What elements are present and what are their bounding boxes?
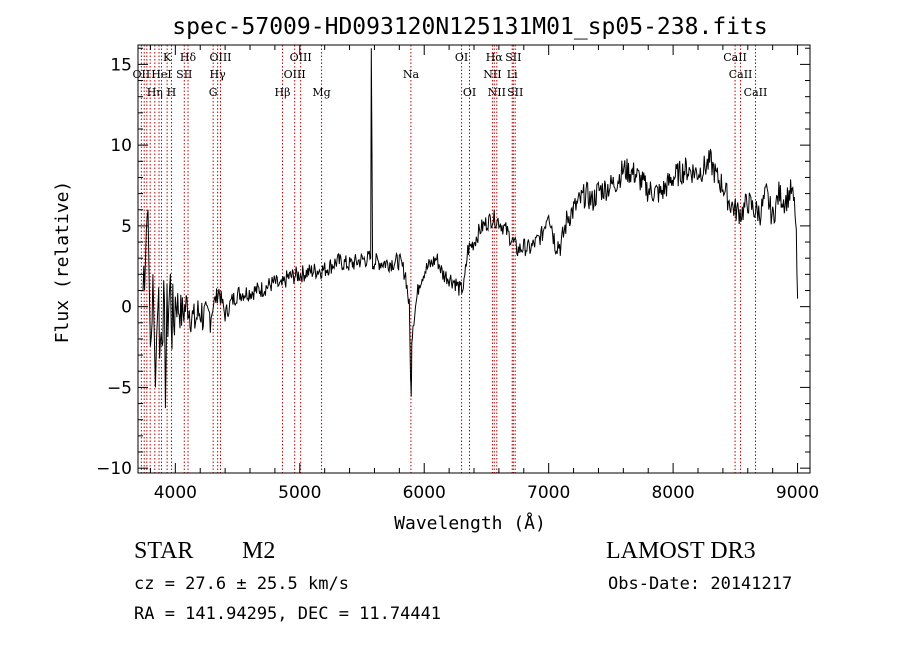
chart-title: spec-57009-HD093120N125131M01_sp05-238.f… [172,14,767,40]
line-label-22: Hα [486,51,504,64]
line-label-16: OIII [290,51,312,64]
y-tick-label-3: 5 [121,217,132,237]
object-class: STAR [134,538,194,564]
line-label-9: SII [176,68,192,81]
line-label-27: CaII [723,51,747,64]
line-label-10: Hδ [180,51,197,64]
flux-line [142,48,799,409]
redshift-readout: cz = 27.6 ± 25.5 km/s [134,574,349,594]
x-tick-label-5: 9000 [776,483,819,503]
line-label-0: OII [133,68,151,81]
x-tick-label-1: 5000 [278,483,321,503]
survey-name: LAMOST DR3 [606,538,756,564]
x-tick-label-2: 6000 [403,483,446,503]
line-label-18: Na [403,68,420,81]
line-label-29: CaII [744,86,768,99]
emission-line-markers [140,45,756,473]
x-tick-label-4: 8000 [651,483,694,503]
y-tick-label-4: 10 [110,136,132,156]
line-label-21: NII [483,68,501,81]
emission-line-labels: OII Hη HeI K H SII Hδ G Hγ OIII Hβ OIII OIII Mg Na OI OI… [133,51,768,99]
y-axis-ticks: −10 −5 0 5 10 15 [96,47,810,479]
line-label-4: Hη [147,86,163,99]
line-label-6: HeI [151,68,171,81]
line-label-12: Hγ [210,68,227,81]
line-label-15: OIII [284,68,306,81]
y-tick-label-0: −10 [96,459,132,479]
x-tick-label-0: 4000 [154,483,197,503]
line-label-24: Li [507,68,518,81]
line-label-8: H [167,86,177,99]
line-label-17: Mg [312,86,330,99]
x-axis-label: Wavelength (Å) [394,512,546,534]
x-axis-ticks: 4000 5000 6000 7000 8000 9000 [149,45,819,503]
line-label-28: CaII [729,68,753,81]
line-label-23: NII [488,86,506,99]
y-tick-label-5: 15 [110,55,132,75]
line-label-25: SII [505,51,521,64]
line-label-14: Hβ [275,86,291,99]
line-label-7: K [163,51,172,64]
object-subclass: M2 [242,538,276,564]
line-label-13: OIII [209,51,231,64]
line-label-11: G [209,86,218,99]
plot-frame [137,44,811,474]
y-axis-label: Flux (relative) [52,181,73,344]
y-tick-label-2: 0 [121,298,132,318]
flux-series [142,48,799,409]
y-tick-label-1: −5 [107,378,132,398]
x-tick-label-3: 7000 [527,483,570,503]
line-label-20: OI [463,86,476,99]
line-label-19: OI [455,51,468,64]
coordinates-readout: RA = 141.94295, DEC = 11.74441 [134,604,442,624]
observation-date: Obs-Date: 20141217 [608,574,793,594]
line-label-26: SII [507,86,523,99]
